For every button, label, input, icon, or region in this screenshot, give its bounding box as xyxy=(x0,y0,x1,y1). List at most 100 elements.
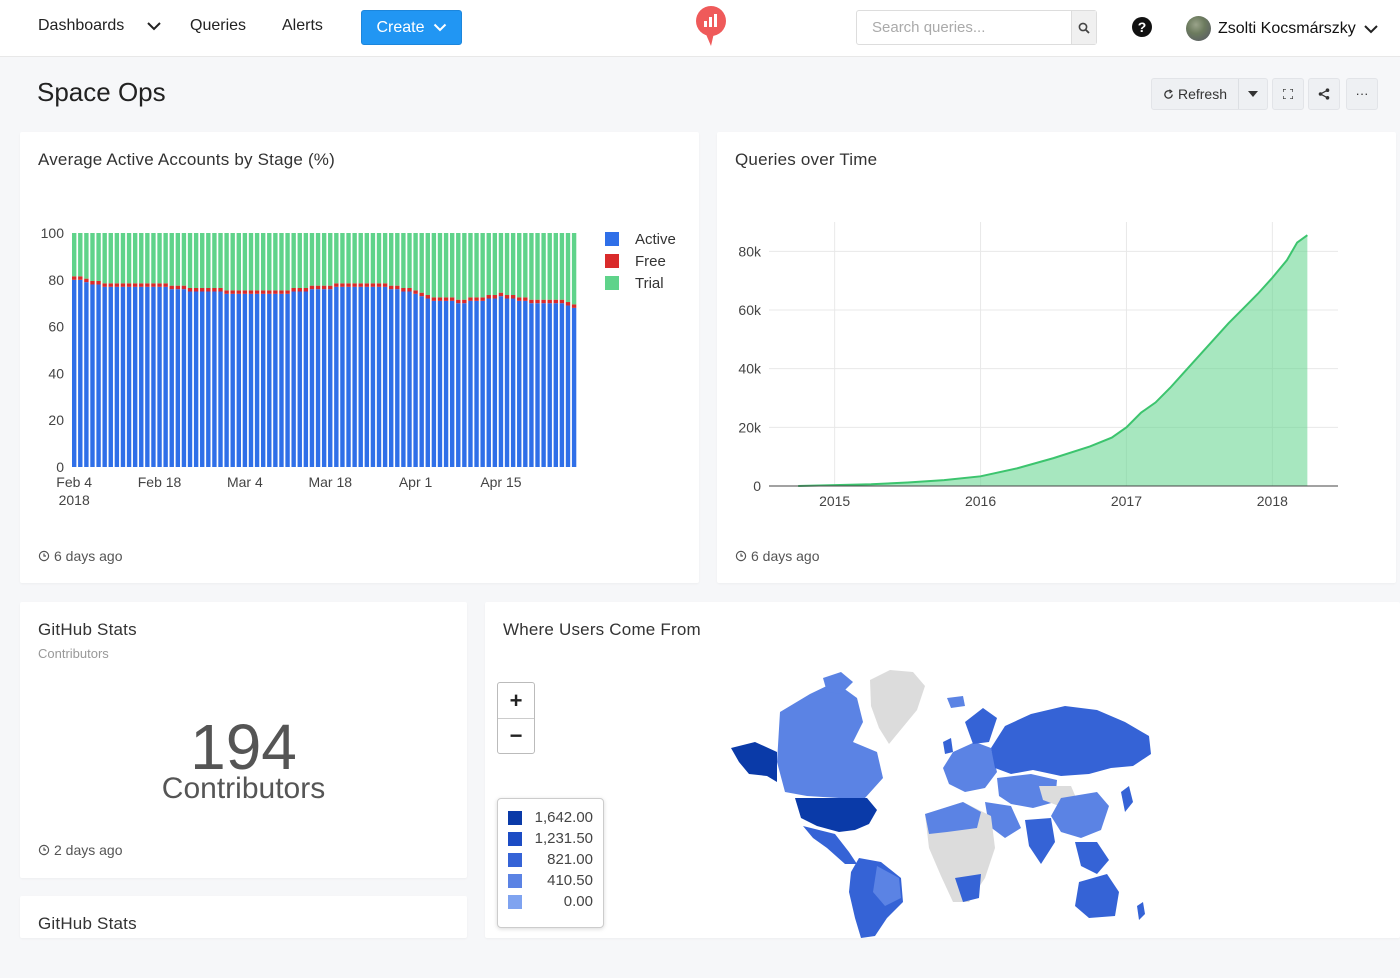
create-button[interactable]: Create xyxy=(361,10,462,45)
bar-free xyxy=(273,290,278,294)
search-button[interactable] xyxy=(1071,11,1096,44)
bar-active xyxy=(571,307,577,467)
bar-active xyxy=(401,291,406,467)
zoom-out-button[interactable]: − xyxy=(498,718,534,753)
search-input[interactable] xyxy=(857,11,1071,44)
bar-trial xyxy=(267,233,272,291)
bar-trial xyxy=(382,233,388,284)
share-button[interactable] xyxy=(1308,78,1340,110)
bar-trial xyxy=(504,233,510,296)
x-tick-label: Feb 18 xyxy=(138,474,182,490)
map-region-usa xyxy=(795,798,877,832)
refresh-button-group: Refresh xyxy=(1151,78,1268,110)
bar-free xyxy=(90,280,95,285)
bar-active xyxy=(486,298,491,467)
bar-trial xyxy=(523,233,528,298)
bar-active xyxy=(224,293,229,467)
bar-free xyxy=(193,287,199,292)
fullscreen-button[interactable] xyxy=(1272,78,1304,110)
redash-logo-icon[interactable] xyxy=(695,6,727,48)
refresh-button[interactable]: Refresh xyxy=(1152,79,1239,109)
bar-free xyxy=(254,290,260,294)
bar-active xyxy=(334,286,339,467)
counter-label: Contributors xyxy=(161,772,326,805)
bar-active xyxy=(187,291,193,467)
bar-free xyxy=(480,297,485,301)
bar-free xyxy=(492,295,498,299)
bar-active xyxy=(547,303,552,467)
bar-free xyxy=(206,287,211,292)
nav-dashboards[interactable]: Dashboards xyxy=(38,17,162,35)
nav-queries[interactable]: Queries xyxy=(190,17,247,34)
bar-free xyxy=(510,295,516,299)
bar-trial xyxy=(126,233,132,284)
bar-active xyxy=(145,286,150,467)
nav-alerts[interactable]: Alerts xyxy=(282,17,323,34)
bar-trial xyxy=(315,233,321,286)
bar-active xyxy=(328,289,333,467)
map-region-middle-east xyxy=(985,802,1021,838)
bar-free xyxy=(437,297,443,301)
bar-trial xyxy=(468,233,473,298)
user-menu[interactable]: Zsolti Kocsmárszky xyxy=(1186,16,1379,41)
y-tick-label: 80k xyxy=(738,243,762,259)
y-tick-label: 40 xyxy=(48,365,64,381)
zoom-in-button[interactable]: + xyxy=(509,687,523,713)
bar-trial xyxy=(236,233,241,291)
bar-active xyxy=(535,303,540,467)
bar-active xyxy=(407,291,412,467)
map-region-central-asia xyxy=(997,774,1057,808)
bar-active xyxy=(90,284,95,467)
chevron-down-icon[interactable] xyxy=(146,21,162,31)
help-icon[interactable]: ? xyxy=(1132,17,1152,37)
widget-updated: 2 days ago xyxy=(38,842,123,858)
bar-free xyxy=(309,285,315,290)
bar-free xyxy=(364,283,370,287)
y-tick-label: 80 xyxy=(48,272,64,288)
bar-free xyxy=(340,283,345,287)
bar-active xyxy=(297,291,302,467)
bar-active xyxy=(120,286,126,467)
bar-active xyxy=(541,303,546,467)
bar-trial xyxy=(279,233,284,291)
bar-active xyxy=(181,289,187,467)
bar-active xyxy=(529,303,534,467)
map-legend-row: 1,231.50 xyxy=(508,828,593,849)
nav-dashboards-label: Dashboards xyxy=(38,17,125,34)
map-legend: 1,642.00 1,231.50 821.00 410.50 0.00 xyxy=(497,798,604,928)
bar-trial xyxy=(370,233,376,284)
updated-text: 6 days ago xyxy=(751,548,820,564)
bar-trial xyxy=(413,233,418,291)
map-region-australia xyxy=(1075,874,1119,918)
map-region-russia xyxy=(991,706,1151,776)
widget-title: Average Active Accounts by Stage (%) xyxy=(38,150,335,169)
bar-trial xyxy=(285,233,290,291)
bar-free xyxy=(413,290,418,294)
bar-trial xyxy=(510,233,516,296)
refresh-options-caret[interactable] xyxy=(1239,79,1267,109)
bar-free xyxy=(169,285,174,290)
avatar xyxy=(1186,16,1211,41)
widget-title: Where Users Come From xyxy=(503,620,701,639)
bar-trial xyxy=(224,233,229,291)
bar-free xyxy=(474,297,479,301)
chevron-down-icon xyxy=(1364,24,1378,33)
bar-trial xyxy=(462,233,467,300)
more-options-button[interactable]: ··· xyxy=(1346,78,1378,110)
refresh-icon xyxy=(1164,88,1173,99)
bar-free xyxy=(523,297,528,301)
bar-free xyxy=(547,299,552,304)
map-region-north-africa xyxy=(925,802,981,834)
bar-free xyxy=(285,290,290,294)
bar-active xyxy=(291,291,296,467)
widget-average-active-accounts: Average Active Accounts by Stage (%) 0 20… xyxy=(20,132,699,583)
map-legend-swatch xyxy=(508,810,522,825)
bar-active xyxy=(553,303,559,467)
bar-trial xyxy=(181,233,187,286)
bar-active xyxy=(230,293,235,467)
bar-active xyxy=(370,286,376,467)
world-map[interactable] xyxy=(485,602,1400,938)
y-tick-label: 0 xyxy=(753,478,761,494)
user-name: Zsolti Kocsmárszky xyxy=(1218,19,1356,37)
bar-active xyxy=(72,279,77,467)
